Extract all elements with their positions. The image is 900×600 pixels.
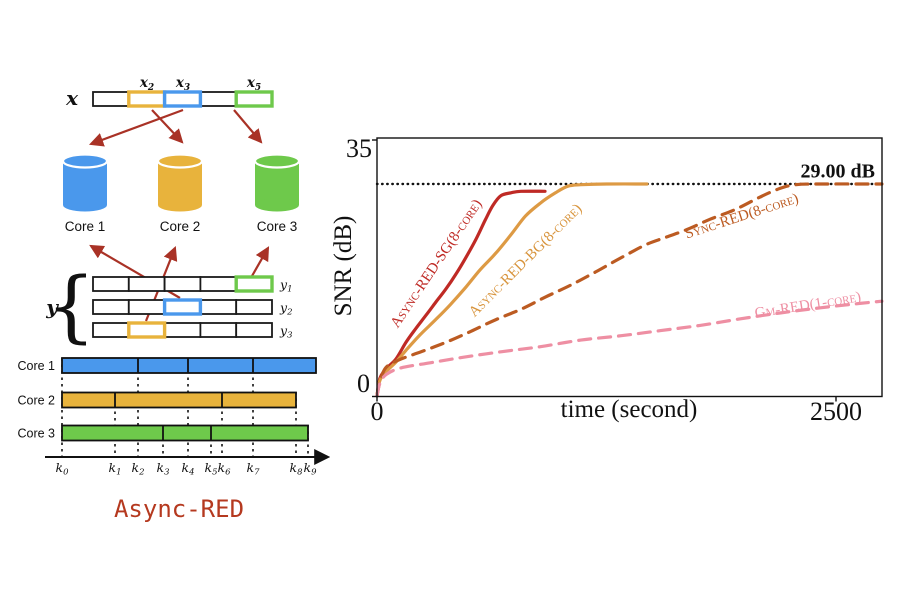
timeline-row-labels: Core 1 Core 2 Core 3: [17, 359, 55, 441]
y-vector-label: y: [45, 295, 59, 319]
core-cylinders: Core 1 Core 2 Core 3: [61, 153, 301, 234]
y3-cell-highlight: [127, 321, 167, 339]
xtick-2500: 2500: [810, 397, 862, 426]
core2-label: Core 2: [160, 219, 201, 234]
x-cell-labels: x2 x3 x5: [139, 75, 261, 93]
svg-text:x2: x2: [139, 75, 154, 93]
svg-text:k7: k7: [247, 460, 261, 478]
curve-sync-red-8-core-: [375, 182, 884, 398]
svg-text:k5: k5: [205, 460, 218, 478]
core1-label: Core 1: [65, 219, 106, 234]
reference-value-label: 29.00 dB: [800, 160, 875, 183]
arrow-y1-to-core3: [251, 246, 270, 277]
ytick-35: 35: [346, 134, 372, 163]
axis-ticks: [372, 139, 837, 402]
timeline-dashed-guides: [61, 358, 309, 457]
y-row-labels: y1 y2 y3: [279, 277, 292, 341]
svg-text:k6: k6: [218, 460, 232, 478]
arrow-x5-to-core3: [233, 109, 263, 144]
svg-text:k1: k1: [109, 460, 122, 478]
svg-text:y1: y1: [279, 277, 292, 295]
svg-text:x5: x5: [246, 75, 261, 93]
x-cell-5-highlight: [234, 90, 274, 108]
xtick-0: 0: [370, 397, 384, 426]
core1-timeline-bar: [61, 357, 317, 374]
svg-text:Core 2: Core 2: [17, 394, 55, 408]
core3-timeline-bar: [61, 424, 309, 442]
x-axis-title: time (second): [560, 396, 698, 423]
curve-gm-red-1-core-: [375, 299, 884, 398]
x-cell-3-highlight: [162, 90, 203, 108]
left-diagram: x x2 x3 x5: [17, 75, 331, 523]
core1-cylinder-icon: [61, 153, 109, 212]
svg-text:k2: k2: [132, 460, 145, 478]
y-axis-title: SNR (dB): [330, 215, 357, 317]
x-vector-label: x: [65, 86, 79, 110]
core3-label: Core 3: [257, 219, 298, 234]
svg-text:y2: y2: [279, 300, 292, 318]
arrow-x2-to-core2: [151, 109, 184, 144]
plot-frame: [376, 137, 883, 398]
core2-timeline-bar: [61, 391, 297, 409]
svg-text:k0: k0: [56, 460, 70, 478]
core2-cylinder-icon: [156, 153, 204, 212]
svg-text:Core 1: Core 1: [17, 359, 55, 373]
x-vector: [92, 90, 274, 108]
timeline-bars: [61, 357, 317, 442]
svg-text:Core 3: Core 3: [17, 427, 55, 441]
x-to-core-arrows: [88, 108, 263, 147]
svg-text:y3: y3: [279, 323, 292, 341]
svg-text:k9: k9: [304, 460, 318, 478]
chart-curves: [375, 182, 884, 398]
arrow-x3-to-core1: [88, 108, 184, 147]
timeline-tick-labels: k0 k1 k2 k3 k4 k5 k6 k7 k8 k9: [56, 460, 318, 478]
y2-cell-highlight: [162, 298, 203, 316]
ytick-0: 0: [357, 369, 370, 398]
svg-text:k8: k8: [290, 460, 304, 478]
y-brace: {: [46, 262, 96, 352]
y-vector-rows: [92, 275, 274, 339]
svg-text:k4: k4: [182, 460, 195, 478]
y1-cell-highlight: [234, 275, 274, 293]
diagram-caption: Async-RED: [114, 495, 244, 523]
core3-cylinder-icon: [253, 153, 301, 212]
svg-text:x3: x3: [175, 75, 190, 93]
svg-text:k3: k3: [157, 460, 170, 478]
